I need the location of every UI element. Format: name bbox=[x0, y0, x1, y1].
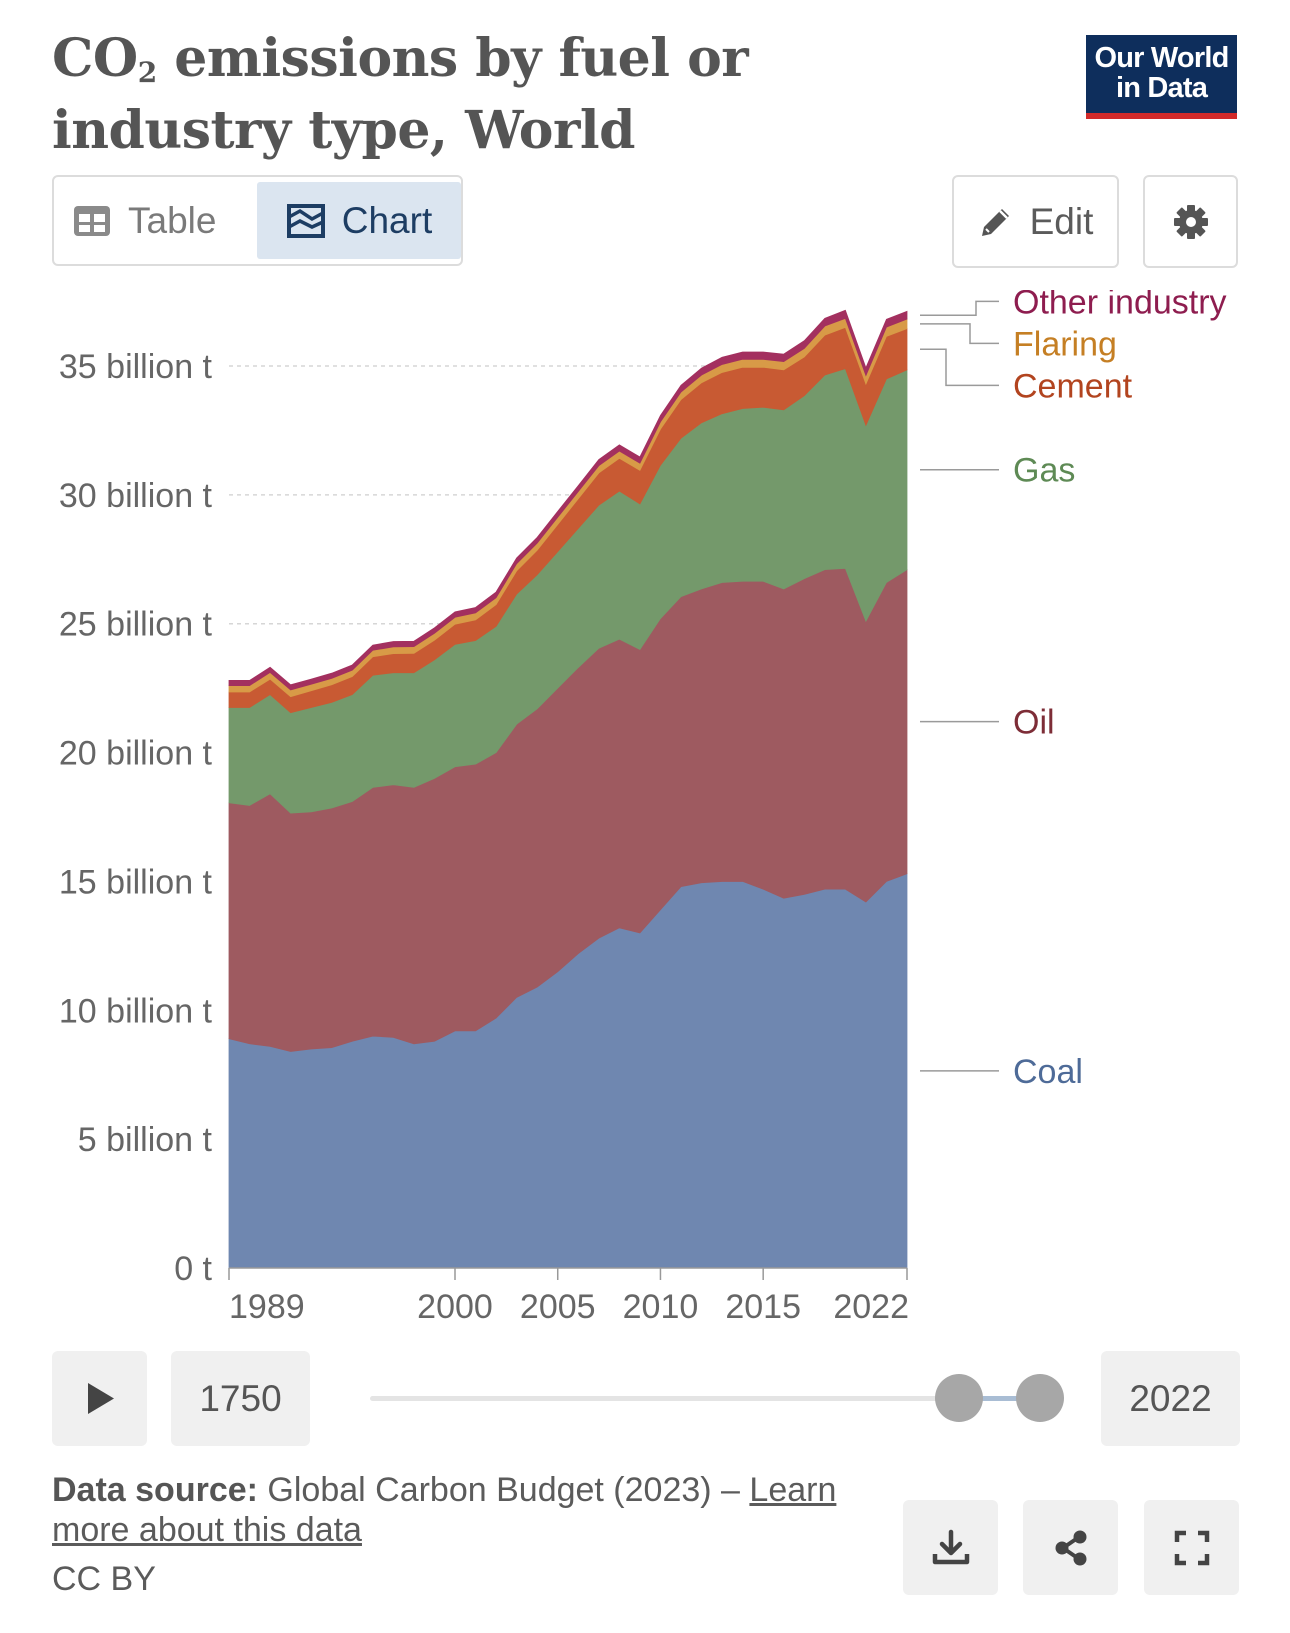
download-button[interactable] bbox=[903, 1500, 998, 1595]
title-subscript: 2 bbox=[137, 56, 157, 89]
y-tick-label: 0 t bbox=[174, 1250, 212, 1288]
x-tick-label: 2005 bbox=[520, 1288, 596, 1326]
chart-title: CO2 emissions by fuel or industry type, … bbox=[52, 30, 932, 160]
legend-label-coal[interactable]: Coal bbox=[1013, 1053, 1083, 1091]
timeline-start-handle[interactable] bbox=[935, 1374, 983, 1422]
gear-icon bbox=[1173, 204, 1208, 239]
tab-table-label: Table bbox=[128, 199, 217, 241]
legend-label-flaring[interactable]: Flaring bbox=[1013, 325, 1117, 363]
legend-connector-flaring bbox=[920, 323, 999, 345]
download-icon bbox=[932, 1529, 969, 1564]
edit-button[interactable]: Edit bbox=[952, 175, 1119, 268]
legend-label-gas[interactable]: Gas bbox=[1013, 452, 1075, 490]
y-tick-label: 15 billion t bbox=[59, 863, 213, 901]
y-tick-label: 35 billion t bbox=[59, 348, 213, 386]
title-rest: emissions by fuel or industry type, Worl… bbox=[52, 28, 749, 161]
expand-icon bbox=[1174, 1530, 1209, 1565]
x-tick-label: 2000 bbox=[417, 1288, 493, 1326]
x-axis: 1989 2000 2005 2010 2015 2022 bbox=[228, 1267, 909, 1326]
logo-red-bar bbox=[1086, 113, 1237, 119]
table-icon bbox=[74, 205, 110, 236]
area-chart: 0 t 5 billion t 10 billion t 15 billion t 20… bbox=[59, 290, 1227, 1326]
area-other-industry[interactable] bbox=[228, 309, 908, 691]
pencil-icon bbox=[981, 208, 1009, 236]
legend-label-oil[interactable]: Oil bbox=[1013, 704, 1055, 742]
timeline-end-handle[interactable] bbox=[1016, 1374, 1064, 1422]
share-icon bbox=[1055, 1530, 1086, 1565]
timeline-selected-range bbox=[958, 1396, 1040, 1401]
y-tick-label: 20 billion t bbox=[59, 735, 213, 773]
x-tick-label: 2015 bbox=[725, 1288, 801, 1326]
legend-connector-other-industry bbox=[920, 300, 999, 316]
play-icon bbox=[88, 1383, 114, 1414]
y-tick-label: 30 billion t bbox=[59, 477, 213, 515]
legend-label-other-industry[interactable]: Other industry bbox=[1013, 290, 1227, 321]
edit-label: Edit bbox=[1029, 200, 1094, 242]
source-text: Global Carbon Budget (2023) – bbox=[257, 1471, 750, 1509]
x-tick-label: 2010 bbox=[623, 1288, 699, 1326]
logo-line-1: Our World bbox=[1094, 42, 1229, 74]
x-tick-label: 2022 bbox=[833, 1288, 909, 1326]
y-axis-labels: 0 t 5 billion t 10 billion t 15 billion t 20… bbox=[59, 348, 213, 1288]
y-tick-label: 25 billion t bbox=[59, 606, 213, 644]
view-tabs: Table Chart bbox=[52, 175, 463, 266]
title-co: CO bbox=[52, 28, 138, 89]
y-tick-label: 5 billion t bbox=[78, 1121, 213, 1159]
tab-chart-label: Chart bbox=[341, 199, 433, 241]
stacked-areas bbox=[228, 309, 908, 1269]
legend-connector-cement bbox=[920, 348, 999, 387]
chart-legend: Other industry Flaring Cement Gas Oil Coal bbox=[920, 290, 1227, 1091]
source-label: Data source: bbox=[52, 1471, 258, 1509]
logo-line-2: in Data bbox=[1115, 72, 1208, 104]
license-text: CC BY bbox=[52, 1560, 156, 1598]
timeline-end-year[interactable]: 2022 bbox=[1101, 1351, 1240, 1446]
chart-area-icon bbox=[286, 203, 325, 238]
tab-chart[interactable]: Chart bbox=[257, 182, 461, 259]
play-button[interactable] bbox=[52, 1351, 147, 1446]
owid-logo[interactable]: Our World in Data bbox=[1086, 35, 1237, 119]
fullscreen-button[interactable] bbox=[1144, 1500, 1239, 1595]
settings-button[interactable] bbox=[1143, 175, 1238, 268]
y-tick-label: 10 billion t bbox=[59, 992, 213, 1030]
tab-table[interactable]: Table bbox=[72, 182, 282, 259]
learn-more-link[interactable]: Learn more about this data bbox=[52, 1471, 837, 1549]
data-source: Data source: Global Carbon Budget (2023)… bbox=[52, 1470, 872, 1550]
timeline-track[interactable] bbox=[370, 1396, 970, 1401]
timeline-start-year[interactable]: 1750 bbox=[171, 1351, 310, 1446]
legend-label-cement[interactable]: Cement bbox=[1013, 367, 1133, 405]
x-tick-label: 1989 bbox=[229, 1288, 305, 1326]
share-button[interactable] bbox=[1023, 1500, 1118, 1595]
